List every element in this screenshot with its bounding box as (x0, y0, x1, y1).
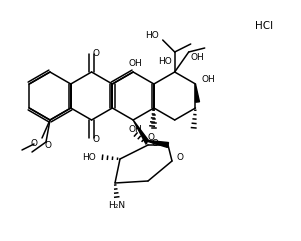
Text: OH: OH (128, 59, 142, 67)
Text: OH: OH (201, 74, 215, 83)
Text: O: O (30, 140, 38, 148)
Text: HO: HO (158, 58, 172, 67)
Text: O: O (147, 134, 154, 142)
Polygon shape (195, 84, 200, 102)
Text: O: O (45, 141, 51, 150)
Text: O: O (177, 154, 184, 162)
Text: H₂N: H₂N (108, 201, 126, 209)
Polygon shape (133, 120, 149, 143)
Text: O: O (151, 140, 158, 148)
Text: O: O (92, 48, 99, 58)
Text: HO: HO (82, 153, 96, 161)
Text: O: O (92, 134, 99, 143)
Text: HO: HO (145, 32, 159, 40)
Polygon shape (143, 140, 169, 147)
Text: OH: OH (128, 125, 142, 134)
Text: HCl: HCl (255, 21, 273, 31)
Text: OH: OH (191, 53, 204, 61)
